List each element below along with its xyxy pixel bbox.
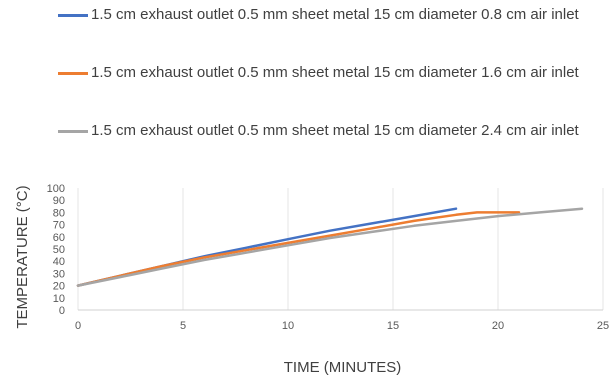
x-tick-label: 25 xyxy=(597,320,609,332)
y-tick-label: 100 xyxy=(47,183,65,195)
y-tick-label: 40 xyxy=(53,256,65,268)
x-tick-label: 20 xyxy=(492,320,504,332)
y-tick-label: 0 xyxy=(59,305,65,317)
y-axis-title: TEMPERATURE (°C) xyxy=(14,185,31,328)
y-tick-label: 30 xyxy=(53,268,65,280)
legend-item-series-3: 1.5 cm exhaust outlet 0.5 mm sheet metal… xyxy=(58,118,603,176)
y-tick-label: 50 xyxy=(53,244,65,256)
legend-swatch-series-2 xyxy=(58,72,88,75)
x-tick-label: 15 xyxy=(387,320,399,332)
y-tick-label: 60 xyxy=(53,232,65,244)
chart-legend: 1.5 cm exhaust outlet 0.5 mm sheet metal… xyxy=(58,2,603,176)
y-tick-label: 70 xyxy=(53,220,65,232)
legend-label-series-2: 1.5 cm exhaust outlet 0.5 mm sheet metal… xyxy=(91,64,579,81)
x-tick-label: 5 xyxy=(180,320,186,332)
legend-swatch-series-1 xyxy=(58,14,88,17)
legend-label-series-1: 1.5 cm exhaust outlet 0.5 mm sheet metal… xyxy=(91,6,579,23)
y-tick-label: 90 xyxy=(53,195,65,207)
legend-swatch-series-3 xyxy=(58,130,88,133)
series-line-3 xyxy=(76,207,584,287)
y-tick-label: 20 xyxy=(53,281,65,293)
x-axis-title: TIME (MINUTES) xyxy=(284,359,402,376)
legend-item-series-1: 1.5 cm exhaust outlet 0.5 mm sheet metal… xyxy=(58,2,603,60)
x-tick-label: 10 xyxy=(282,320,294,332)
y-tick-label: 80 xyxy=(53,207,65,219)
legend-label-series-3: 1.5 cm exhaust outlet 0.5 mm sheet metal… xyxy=(91,122,579,139)
y-tick-label: 10 xyxy=(53,293,65,305)
legend-item-series-2: 1.5 cm exhaust outlet 0.5 mm sheet metal… xyxy=(58,60,603,118)
x-tick-label: 0 xyxy=(75,320,81,332)
series-line-2 xyxy=(76,211,521,287)
